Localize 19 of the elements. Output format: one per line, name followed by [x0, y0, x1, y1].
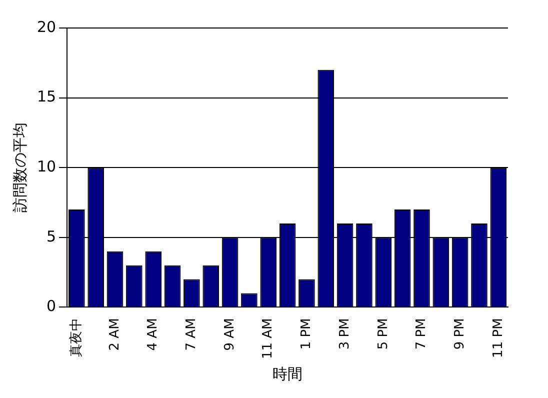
x-tick-label: 9 PM: [452, 318, 468, 350]
x-tick-label: 9 AM: [222, 318, 238, 351]
y-tick-label: 10: [36, 158, 56, 176]
x-tick-label: 1 PM: [299, 318, 314, 350]
x-tick-label: 真夜中: [68, 318, 84, 358]
y-tick-label: 20: [36, 18, 56, 36]
x-tick-label: 3 PM: [337, 318, 352, 350]
y-tick-label: 15: [36, 88, 56, 106]
x-tick-label: 7 AM: [184, 318, 200, 351]
x-tick-label: 5 PM: [376, 318, 391, 350]
y-tick-label: 5: [46, 227, 56, 246]
x-tick-label: 4 AM: [146, 318, 161, 351]
x-axis-title: 時間: [272, 364, 303, 383]
y-tick-label: 0: [46, 297, 56, 316]
x-tick-label: 11 AM: [260, 318, 276, 360]
x-tick-label: 11 PM: [490, 318, 506, 358]
x-tick-label: 7 PM: [414, 318, 430, 350]
x-tick-label: 2 AM: [107, 318, 122, 351]
y-axis-title: 訪問数の平均: [10, 122, 29, 213]
